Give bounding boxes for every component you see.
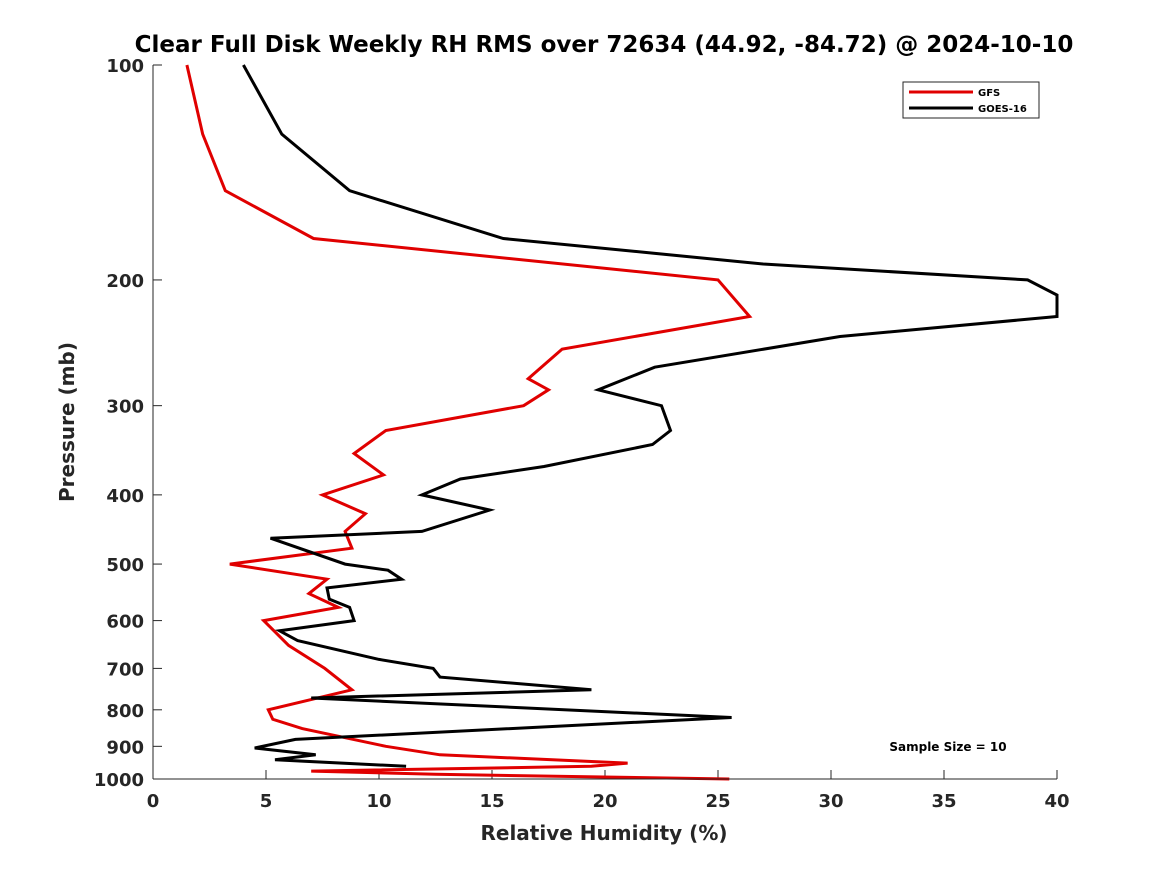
series-line-goes16: [242, 64, 1059, 768]
x-tick-label-5: 5: [260, 791, 273, 812]
y-tick-label-900: 900: [106, 737, 144, 758]
x-tick-label-35: 35: [931, 791, 956, 812]
y-tick-label-800: 800: [106, 701, 144, 722]
y-tick-label-200: 200: [106, 271, 144, 292]
x-tick-label-40: 40: [1044, 791, 1069, 812]
x-tick-label-30: 30: [818, 791, 843, 812]
y-axis-label: Pressure (mb): [55, 342, 79, 502]
sample-size-annotation: Sample Size = 10: [889, 740, 1006, 754]
x-tick-label-25: 25: [705, 791, 730, 812]
x-tick-label-0: 0: [147, 791, 160, 812]
legend: GFS GOES-16: [902, 81, 1040, 119]
y-tick-label-700: 700: [106, 659, 144, 680]
x-axis-label: Relative Humidity (%): [480, 821, 727, 845]
x-tick-label-20: 20: [592, 791, 617, 812]
y-tick-label-400: 400: [106, 486, 144, 507]
y-tick-label-600: 600: [106, 612, 144, 633]
series-line-gfs: [185, 64, 753, 781]
legend-label-gfs: GFS: [978, 88, 1000, 99]
y-tick-label-300: 300: [106, 397, 144, 418]
y-tick-label-100: 100: [106, 56, 144, 77]
legend-label-goes16: GOES-16: [978, 104, 1027, 115]
x-axis-ticks: 0 5 10 15 20 25 30 35 40: [147, 770, 1070, 812]
x-tick-label-15: 15: [479, 791, 504, 812]
y-axis-ticks: 100 200 300 400 500 600 700 800 900 1000: [94, 56, 162, 791]
legend-box: [902, 81, 1040, 119]
plot-area: [153, 65, 1057, 779]
x-tick-label-10: 10: [366, 791, 391, 812]
y-tick-label-500: 500: [106, 555, 144, 576]
y-tick-label-1000: 1000: [94, 770, 144, 791]
chart-title: Clear Full Disk Weekly RH RMS over 72634…: [135, 32, 1074, 58]
series-layer: [185, 64, 1059, 781]
